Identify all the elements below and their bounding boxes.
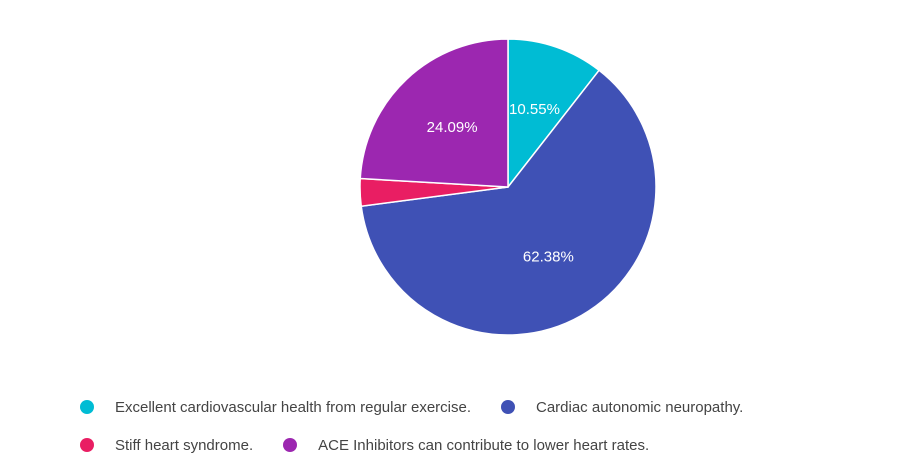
pie-slice[interactable] (359, 38, 509, 188)
pie-slice[interactable] (360, 69, 657, 336)
legend-row-1: Excellent cardiovascular health from reg… (80, 388, 880, 426)
slice-data-label: 10.55% (509, 101, 560, 118)
legend-marker (80, 438, 94, 452)
legend-label: Cardiac autonomic neuropathy. (536, 398, 744, 416)
pie-slice[interactable] (507, 38, 601, 190)
legend-marker (501, 400, 515, 414)
slice-data-label: 62.38% (523, 249, 574, 266)
chart-legend: Excellent cardiovascular health from reg… (80, 388, 880, 460)
legend-marker (283, 438, 298, 452)
legend-label: Excellent cardiovascular health from reg… (115, 398, 471, 416)
legend-row-2: Stiff heart syndrome. ACE Inhibitors can… (80, 426, 880, 460)
legend-item[interactable]: ACE Inhibitors can contribute to lower h… (283, 437, 649, 454)
legend-label: Stiff heart syndrome. (115, 436, 254, 454)
legend-item[interactable]: Excellent cardiovascular health from reg… (80, 399, 471, 416)
legend-item[interactable]: Stiff heart syndrome. (80, 437, 253, 454)
legend-label: ACE Inhibitors can contribute to lower h… (318, 436, 650, 454)
legend-marker (80, 400, 94, 414)
pie-chart-canvas: 10.55% 62.38% 24.09% (359, 38, 657, 336)
slice-data-label: 24.09% (427, 119, 478, 136)
legend-item[interactable]: Cardiac autonomic neuropathy. (501, 399, 743, 416)
